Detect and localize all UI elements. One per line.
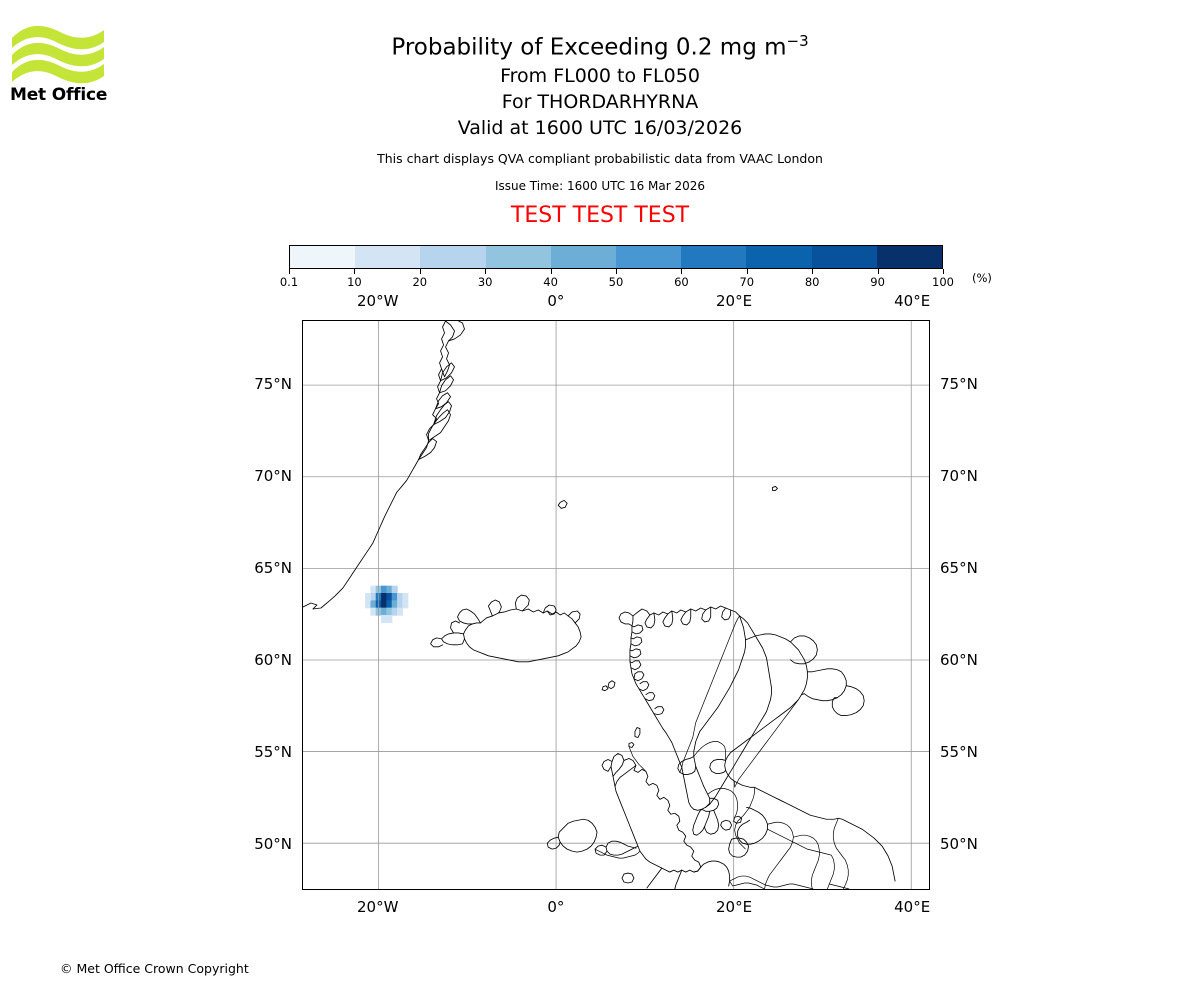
- copyright-notice: © Met Office Crown Copyright: [60, 961, 249, 976]
- chart-title-block: Probability of Exceeding 0.2 mg m−3 From…: [0, 26, 1200, 229]
- ash-cell: [381, 614, 388, 623]
- ash-cell: [370, 592, 377, 602]
- lat-label-right-55°N: 55°N: [940, 743, 978, 762]
- ash-cell: [391, 585, 398, 594]
- lat-label-right-60°N: 60°N: [940, 651, 978, 670]
- lat-label-right-65°N: 65°N: [940, 559, 978, 578]
- ash-cell: [386, 607, 393, 616]
- colorbar-unit-label: (%): [972, 271, 992, 285]
- ash-cell: [397, 592, 404, 602]
- colorbar-tick-label-30: 30: [477, 275, 493, 289]
- ash-cell: [402, 600, 409, 609]
- colorbar-tick-label-100: 100: [932, 275, 954, 289]
- chart-issue-time: Issue Time: 1600 UTC 16 Mar 2026: [494, 178, 706, 193]
- lon-label-top-0°: 0°: [547, 292, 565, 310]
- chart-title-exponent: −3: [786, 32, 809, 50]
- colorbar-tick-label-80: 80: [804, 275, 820, 289]
- ash-cell: [370, 600, 377, 609]
- ash-probability-cells: [365, 585, 409, 623]
- colorbar-tick-40: [550, 269, 552, 274]
- ash-cell: [402, 592, 409, 602]
- chart-title-text: Probability of Exceeding 0.2 mg m: [391, 34, 787, 61]
- lon-label-top-20°W: 20°W: [356, 292, 399, 310]
- lon-label-bottom-20°W: 20°W: [356, 898, 399, 916]
- lat-label-right-75°N: 75°N: [940, 375, 978, 394]
- colorbar-tick-60: [681, 269, 683, 274]
- lat-label-left-55°N: 55°N: [254, 743, 292, 762]
- met-office-logo: Met Office: [10, 22, 120, 112]
- lon-label-bottom-0°: 0°: [547, 898, 565, 916]
- met-office-wordmark: Met Office: [10, 85, 108, 105]
- ash-cell: [386, 585, 393, 594]
- colorbar-band-0: [290, 246, 356, 268]
- map-graticule: [303, 321, 929, 889]
- colorbar-tick-10: [354, 269, 356, 274]
- colorbar-band-1: [355, 246, 421, 268]
- colorbar-band-3: [485, 246, 551, 268]
- probability-colorbar: 0.1 10 20 30 40 50 60 70 80 90 100: [280, 245, 954, 289]
- lon-label-top-20°E: 20°E: [715, 292, 753, 310]
- ash-cell: [397, 600, 404, 609]
- colorbar-tick-label-70: 70: [739, 275, 755, 289]
- ash-cell: [391, 607, 398, 616]
- lat-label-right-70°N: 70°N: [940, 467, 978, 486]
- colorbar-band-9: [876, 246, 943, 268]
- colorbar-tick-0.1: [289, 269, 290, 274]
- lat-label-right-50°N: 50°N: [940, 835, 978, 854]
- ash-cell: [381, 600, 388, 609]
- ash-cell: [365, 600, 372, 609]
- colorbar-tick-20: [419, 269, 421, 274]
- lon-label-bottom-20°E: 20°E: [715, 898, 753, 916]
- colorbar-band-6: [681, 246, 747, 268]
- ash-cell: [386, 614, 393, 623]
- colorbar-band-4: [550, 246, 617, 268]
- ash-cell: [381, 607, 388, 616]
- ash-cell: [365, 592, 372, 602]
- ash-cell: [381, 592, 388, 602]
- ash-cell: [386, 592, 393, 602]
- chart-qva-note: This chart displays QVA compliant probab…: [377, 150, 823, 166]
- ash-cell: [381, 585, 388, 594]
- map-canvas: [303, 321, 929, 889]
- lat-label-left-65°N: 65°N: [254, 559, 292, 578]
- chart-title-main: Probability of Exceeding 0.2 mg m−3: [0, 26, 1200, 63]
- colorbar-tick-label-40: 40: [543, 275, 558, 289]
- colorbar-tick-80: [812, 269, 814, 274]
- lat-label-left-60°N: 60°N: [254, 651, 292, 670]
- lat-label-left-70°N: 70°N: [254, 467, 292, 486]
- met-office-wave-mark: [12, 25, 104, 84]
- ash-cell: [391, 600, 398, 609]
- colorbar-tick-50: [616, 269, 617, 274]
- ash-cell: [391, 592, 398, 602]
- lon-label-top-40°E: 40°E: [894, 292, 931, 310]
- chart-flight-levels: From FL000 to FL050: [500, 64, 700, 87]
- colorbar-tick-label-0.1: 0.1: [279, 275, 299, 289]
- colorbar-tick-label-90: 90: [870, 275, 885, 289]
- lat-label-left-50°N: 50°N: [254, 835, 292, 854]
- colorbar-tick-label-50: 50: [608, 275, 624, 289]
- lat-label-left-75°N: 75°N: [254, 375, 292, 394]
- colorbar-tick-100: [943, 269, 944, 274]
- probability-map: [302, 320, 930, 890]
- chart-volcano-name: For THORDARHYRNA: [501, 90, 699, 113]
- colorbar-tick-label-60: 60: [674, 275, 689, 289]
- colorbar-tick-label-10: 10: [347, 275, 362, 289]
- colorbar-band-2: [420, 246, 486, 268]
- chart-valid-time: Valid at 1600 UTC 16/03/2026: [457, 116, 743, 139]
- ash-cell: [397, 607, 404, 616]
- colorbar-band-7: [746, 246, 812, 268]
- ash-cell: [370, 607, 377, 616]
- colorbar-tick-label-20: 20: [412, 275, 428, 289]
- colorbar-band-5: [616, 246, 682, 268]
- ash-cell: [370, 585, 377, 594]
- colorbar-tick-90: [877, 269, 879, 274]
- colorbar-tick-70: [746, 269, 748, 274]
- ash-cell: [386, 600, 393, 609]
- lon-label-bottom-40°E: 40°E: [894, 898, 931, 916]
- colorbar-gradient: [289, 245, 943, 269]
- colorbar-tick-30: [485, 269, 487, 274]
- map-coastlines: [303, 321, 896, 889]
- test-banner: TEST TEST TEST: [510, 202, 690, 228]
- colorbar-band-8: [811, 246, 877, 268]
